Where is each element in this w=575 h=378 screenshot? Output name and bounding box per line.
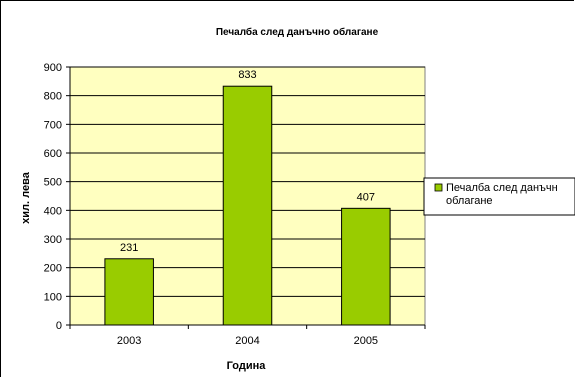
legend-label-line1: Печалба след данъчн [446,182,558,194]
x-tick-label-2004: 2004 [235,335,259,347]
y-tick-label: 600 [44,148,62,160]
y-tick-label: 900 [44,62,62,74]
axes [66,66,426,329]
bar-2004 [222,85,273,326]
legend-label-line2: облагане [446,195,493,207]
x-tick-labels: 2003 2004 2005 [117,335,378,347]
legend-swatch [434,183,443,192]
y-tick-label: 400 [44,205,62,217]
legend: Печалба след данъчн облагане [423,177,575,216]
bar-2005 [341,207,391,326]
y-tick-labels: 0 100 200 300 400 500 600 700 800 900 [44,62,62,332]
chart-title: Печалба след данъчно облагане [216,26,379,38]
data-label-2003: 231 [120,242,138,254]
bars [104,85,391,326]
y-tick-label: 500 [44,177,62,189]
y-tick-label: 700 [44,119,62,131]
y-tick-label: 300 [44,234,62,246]
x-tick-label-2005: 2005 [354,335,378,347]
y-tick-label: 0 [56,320,62,332]
y-tick-label: 100 [44,291,62,303]
x-tick-label-2003: 2003 [117,335,141,347]
x-axis-label: Година [227,360,267,372]
y-axis-label: хил. лева [20,171,32,224]
bar-2003 [104,258,154,326]
y-tick-label: 200 [44,263,62,275]
data-label-2005: 407 [357,191,375,203]
data-labels: 231 833 407 [120,69,375,254]
data-label-2004: 833 [238,69,256,81]
y-tick-label: 800 [44,91,62,103]
